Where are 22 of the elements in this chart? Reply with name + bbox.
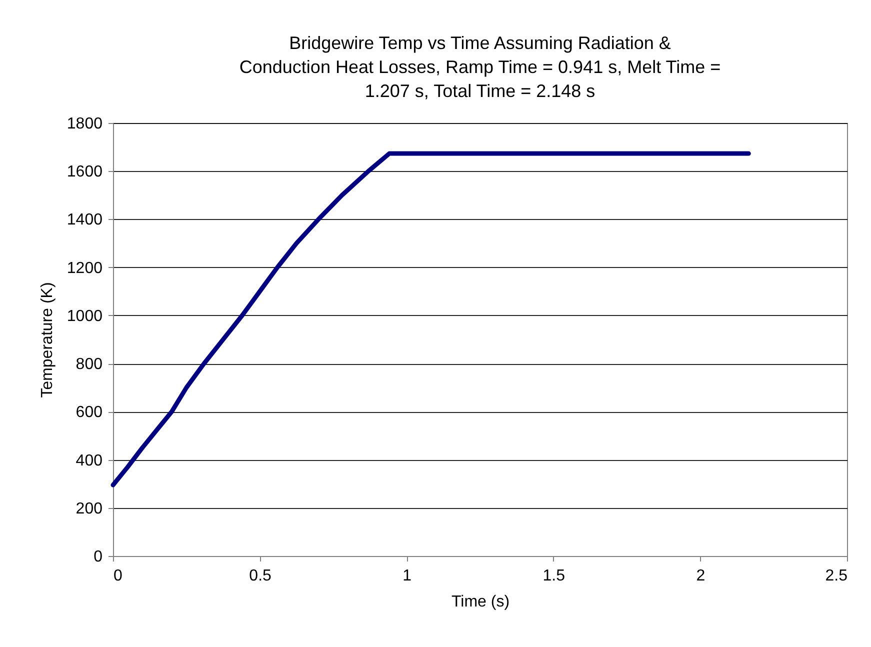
x-tick-label: 2 (696, 568, 706, 584)
y-tick-label: 1800 (66, 116, 103, 132)
y-tick-label: 400 (76, 452, 103, 470)
line-series (110, 151, 751, 488)
y-axis-title: Temperature (K) (38, 282, 56, 398)
x-tick-label: 1.5 (542, 568, 566, 584)
x-tick-label: 1 (402, 568, 412, 584)
y-tick-label: 1200 (66, 260, 103, 277)
x-axis-title: Time (s) (451, 594, 510, 610)
y-tick-label: 600 (76, 404, 103, 422)
x-tick-label: 2.5 (825, 568, 848, 584)
x-tick-label: 0.5 (249, 568, 272, 584)
y-tick-label: 1600 (66, 164, 103, 181)
y-tick-label: 0 (94, 548, 103, 566)
y-tick-label: 1400 (66, 212, 103, 229)
text: Bridgewire Temp vs Time Assuming Radiation & (289, 33, 671, 53)
y-tick-label: 1000 (66, 308, 103, 325)
y-tick-label: 800 (76, 356, 103, 374)
y-tick-label: 200 (76, 500, 103, 518)
text: Conduction Heat Losses, Ramp Time = 0.941 s, Melt Time = (239, 57, 721, 77)
text: 1.207 s, Total Time = 2.148 s (364, 81, 596, 101)
x-tick-label: 0 (114, 568, 122, 584)
